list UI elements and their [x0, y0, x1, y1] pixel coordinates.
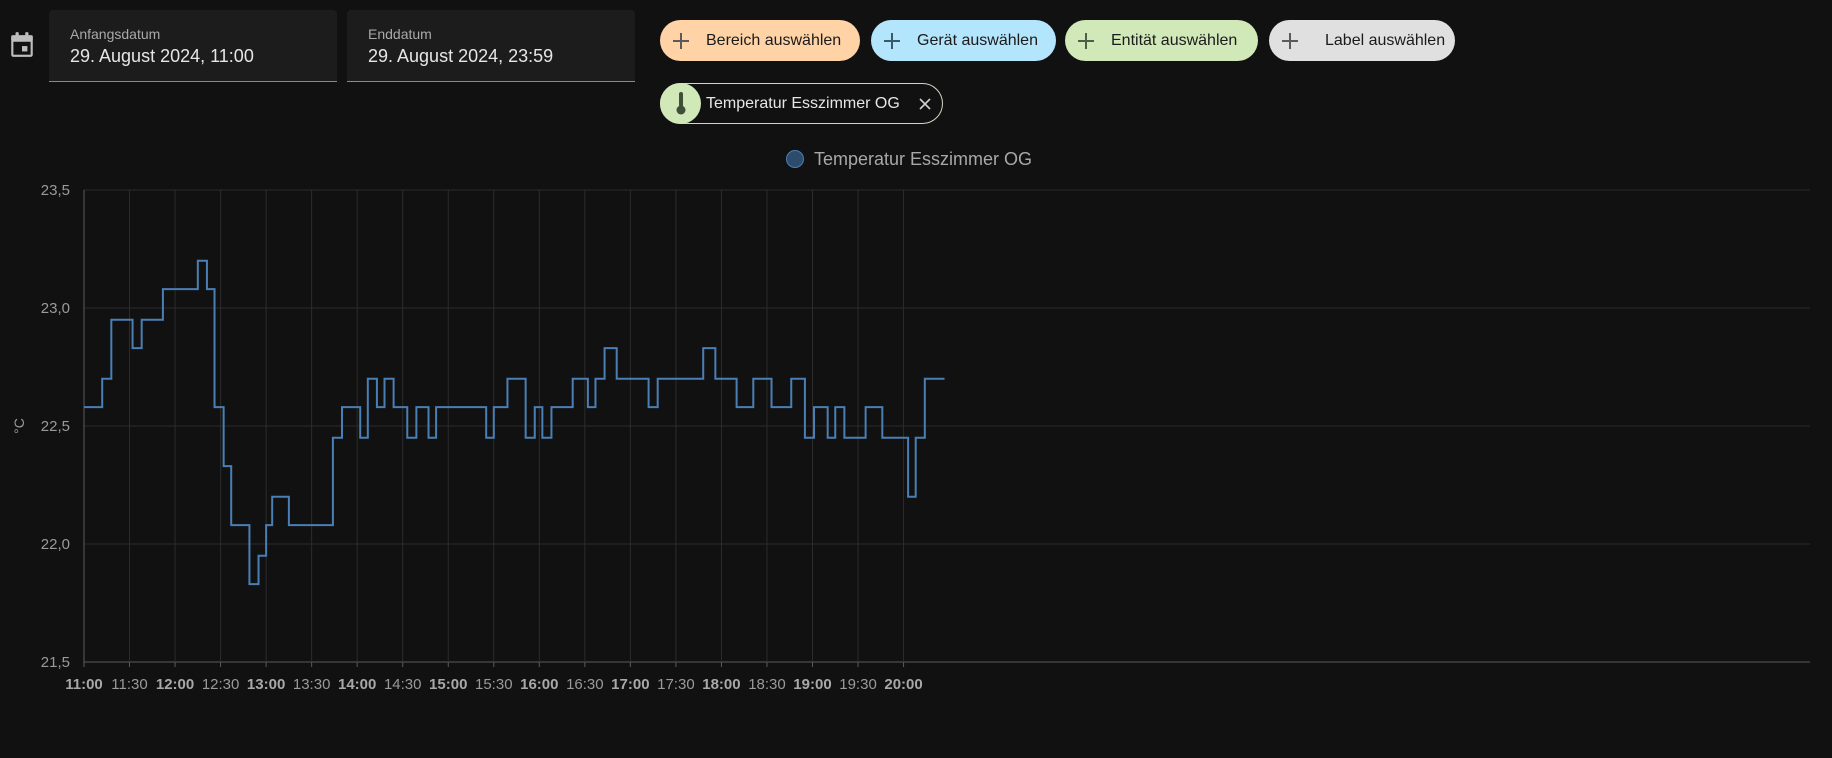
thermometer-icon — [676, 92, 685, 115]
x-tick-label: 13:00 — [247, 676, 285, 693]
x-tick-label: 17:00 — [611, 676, 649, 693]
x-tick-label: 12:00 — [156, 676, 194, 693]
y-tick-label: 21,5 — [41, 654, 70, 671]
choose-entity-button[interactable]: Entität auswählen — [1065, 20, 1258, 61]
x-tick-label: 18:00 — [702, 676, 740, 693]
plus-icon — [673, 32, 689, 49]
x-tick-label: 15:30 — [475, 676, 513, 693]
selected-entity-chip[interactable]: Temperatur Esszimmer OG — [660, 82, 943, 124]
y-axis-unit: °C — [11, 418, 27, 434]
close-icon[interactable] — [916, 95, 934, 113]
choose-device-button[interactable]: Gerät auswählen — [871, 20, 1056, 61]
x-tick-label: 20:00 — [884, 676, 922, 693]
plus-icon — [1282, 32, 1298, 49]
y-tick-label: 23,0 — [41, 300, 70, 317]
choose-label-label: Label auswählen — [1325, 31, 1446, 49]
start-date-label: Anfangsdatum — [70, 26, 161, 42]
choose-area-button[interactable]: Bereich auswählen — [660, 20, 860, 61]
selected-entity-name: Temperatur Esszimmer OG — [706, 94, 900, 112]
x-tick-label: 11:30 — [111, 676, 147, 693]
x-tick-label: 17:30 — [657, 676, 695, 693]
x-tick-label: 19:30 — [839, 676, 877, 693]
x-tick-label: 14:30 — [384, 676, 422, 693]
x-tick-label: 16:00 — [520, 676, 558, 693]
x-tick-label: 15:00 — [429, 676, 467, 693]
calendar-icon[interactable] — [9, 31, 35, 59]
x-tick-label: 19:00 — [793, 676, 831, 693]
start-date-field[interactable]: Anfangsdatum 29. August 2024, 11:00 — [49, 10, 337, 82]
series-line-temperature — [84, 259, 945, 586]
plus-icon — [1078, 32, 1094, 49]
end-date-value: 29. August 2024, 23:59 — [368, 46, 554, 66]
chart-legend-item[interactable]: Temperatur Esszimmer OG — [786, 147, 1032, 171]
chip-avatar — [660, 82, 701, 124]
x-tick-label: 13:30 — [293, 676, 331, 693]
plus-icon — [884, 32, 900, 49]
legend-label: Temperatur Esszimmer OG — [814, 148, 1033, 169]
start-date-value: 29. August 2024, 11:00 — [70, 46, 254, 66]
x-tick-label: 16:30 — [566, 676, 604, 693]
choose-device-label: Gerät auswählen — [917, 31, 1038, 49]
y-tick-label: 23,5 — [41, 182, 70, 199]
legend-swatch — [786, 150, 804, 168]
choose-label-button[interactable]: Label auswählen — [1269, 20, 1455, 61]
choose-entity-label: Entität auswählen — [1111, 31, 1238, 49]
y-tick-label: 22,5 — [41, 418, 70, 435]
end-date-field[interactable]: Enddatum 29. August 2024, 23:59 — [347, 10, 635, 82]
end-date-label: Enddatum — [368, 26, 432, 42]
x-tick-label: 18:30 — [748, 676, 786, 693]
x-tick-label: 14:00 — [338, 676, 376, 693]
x-tick-label: 12:30 — [202, 676, 240, 693]
x-tick-label: 11:00 — [65, 676, 103, 693]
y-tick-label: 22,0 — [41, 536, 70, 553]
choose-area-label: Bereich auswählen — [706, 31, 842, 49]
